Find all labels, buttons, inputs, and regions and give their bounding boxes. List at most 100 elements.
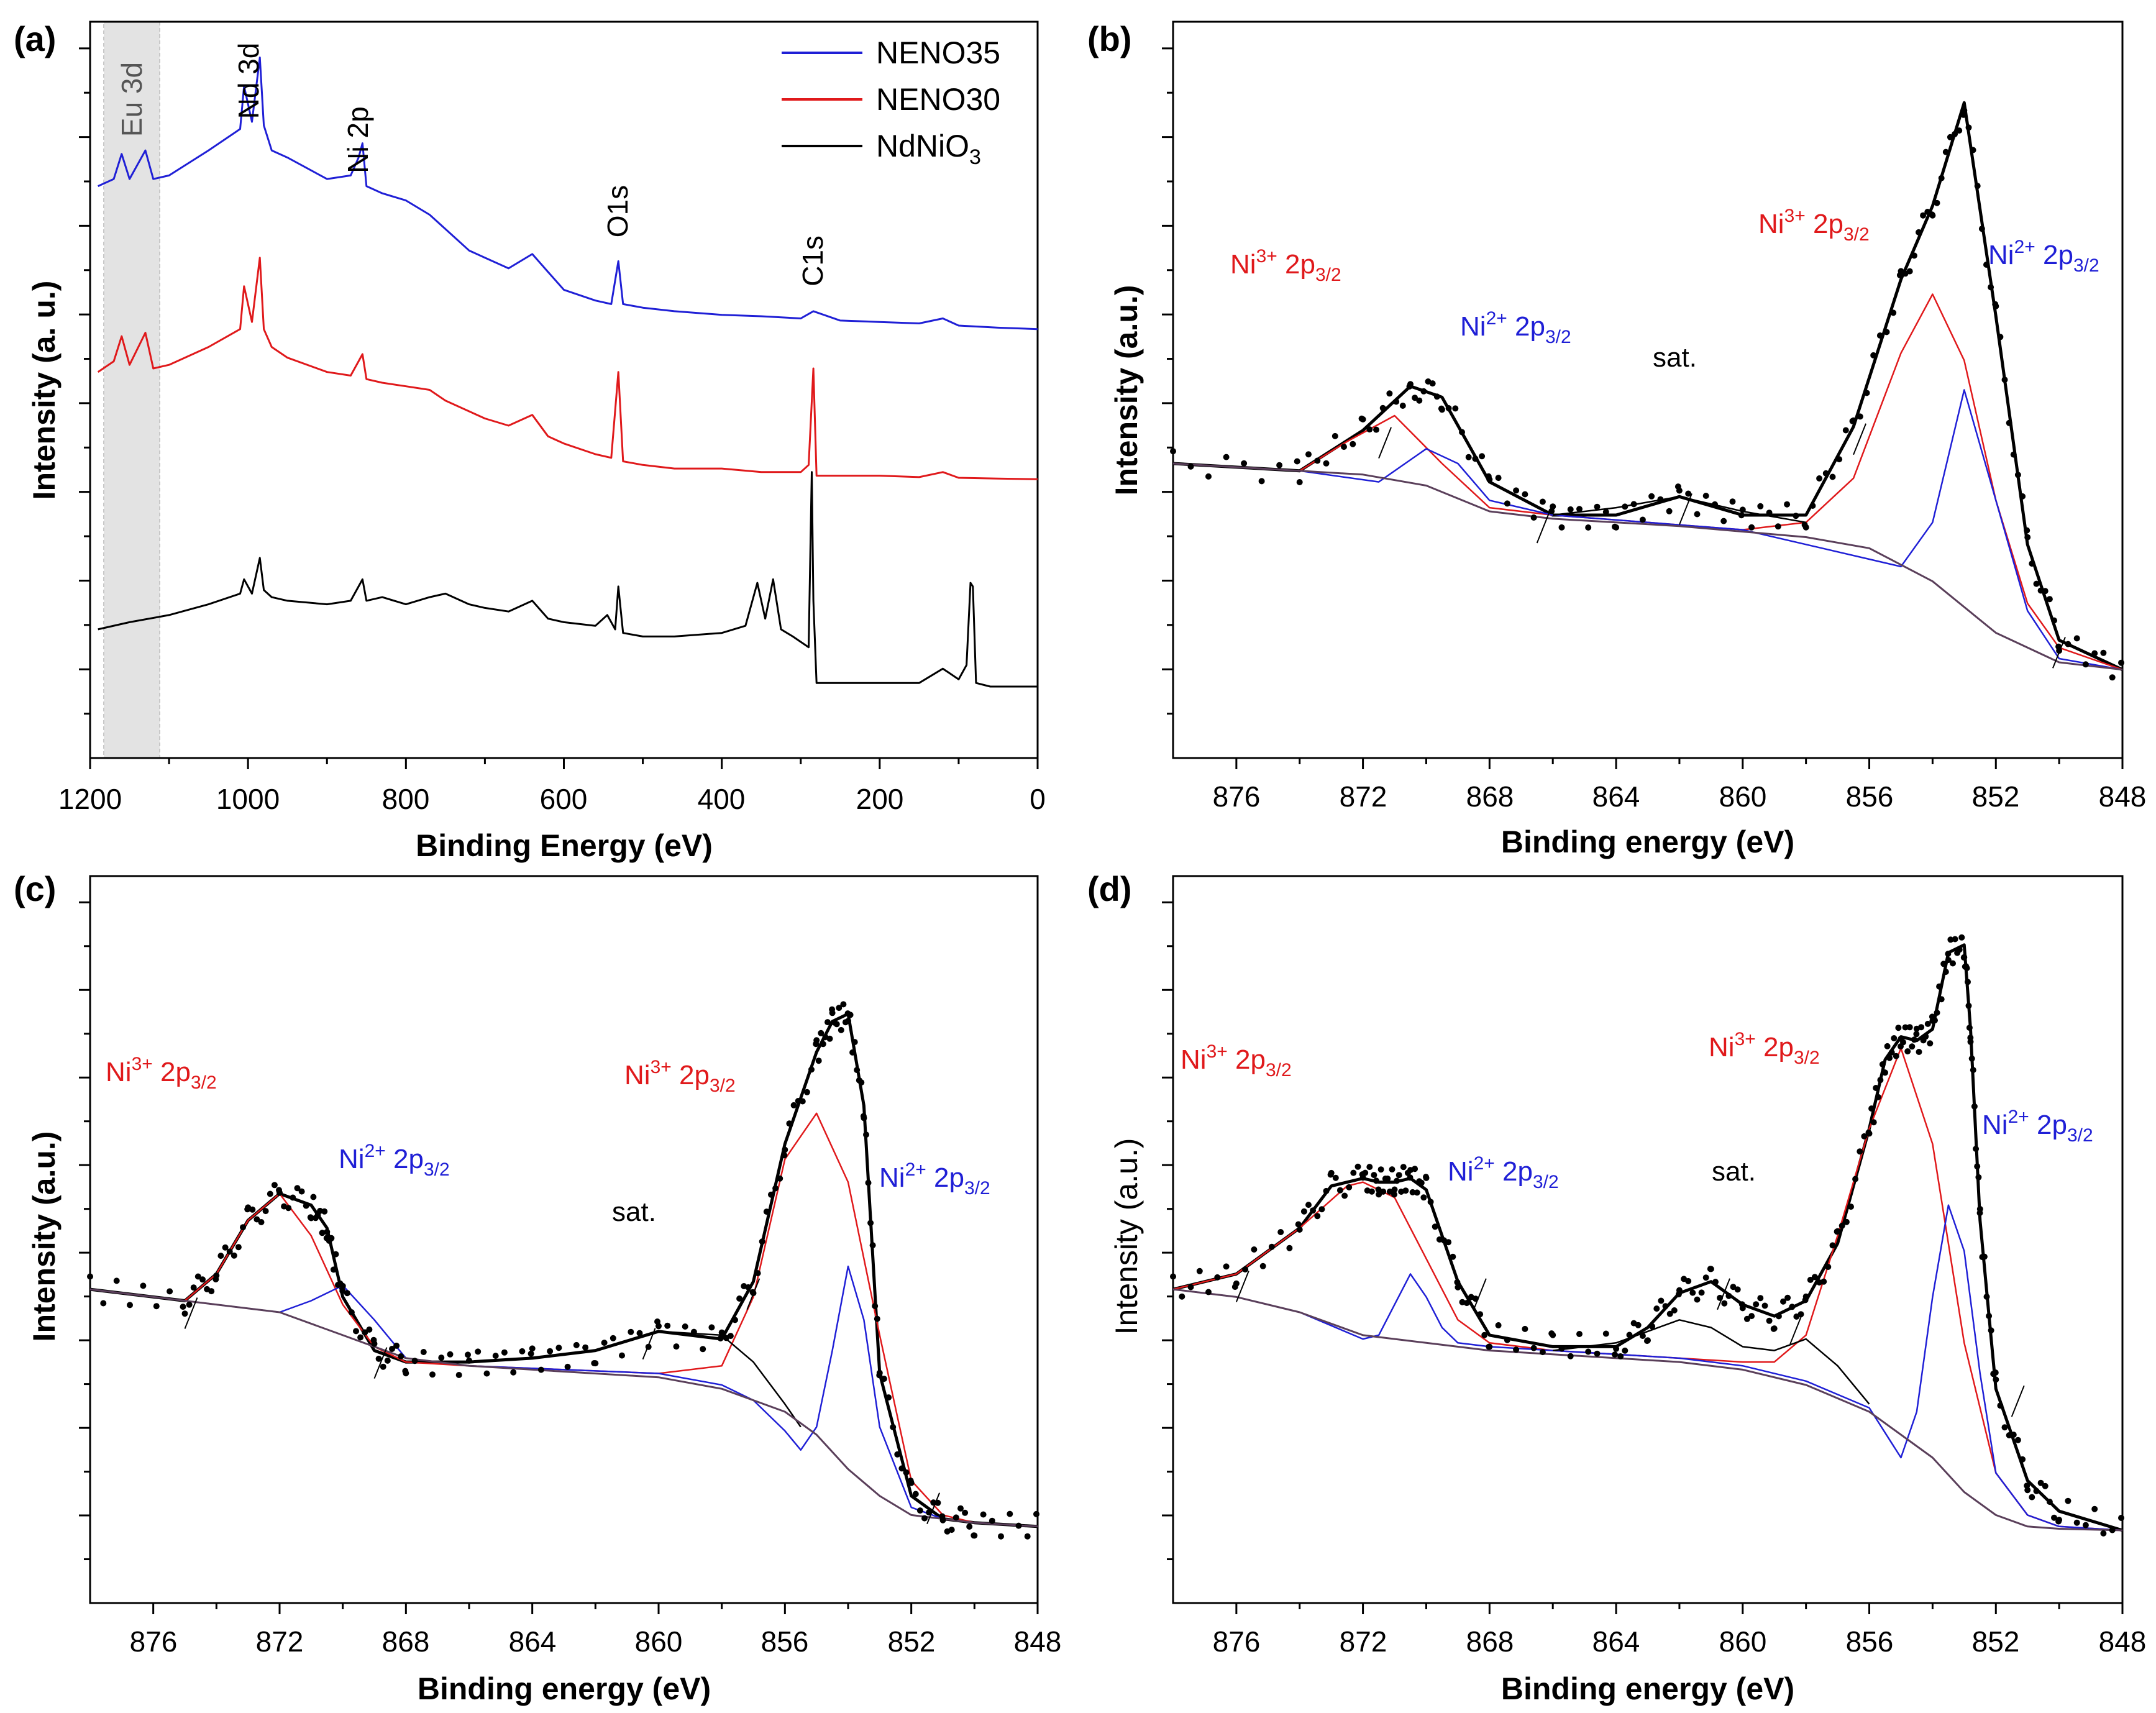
data-point (1809, 503, 1816, 509)
data-point (872, 1303, 879, 1309)
data-point (2046, 596, 2053, 603)
ni2-annotation-1: Ni2+ 2p3/2 (1448, 1153, 1559, 1192)
data-point (1522, 491, 1528, 498)
data-point (2109, 1527, 2116, 1533)
data-point (1942, 969, 1949, 975)
data-point (1988, 1327, 1994, 1334)
data-point (1868, 1105, 1875, 1112)
data-point (912, 1491, 919, 1497)
data-point (1900, 1039, 1906, 1046)
data-point (833, 1021, 840, 1028)
data-point (501, 1349, 508, 1356)
data-point (690, 1328, 697, 1335)
x-tick-label: 400 (698, 783, 746, 815)
data-point (1685, 490, 1692, 497)
data-point (838, 1026, 844, 1033)
data-point (1911, 252, 1917, 259)
data-point (2033, 1487, 2040, 1494)
data-point (1877, 1077, 1884, 1084)
data-point (1359, 416, 1366, 423)
data-point (1789, 1304, 1796, 1310)
data-point (700, 1346, 706, 1353)
data-point (1961, 954, 1968, 961)
series-group-b (1170, 101, 2124, 681)
data-point (1884, 1043, 1891, 1049)
data-point (619, 1352, 625, 1359)
data-point (1007, 1510, 1013, 1517)
data-point (1033, 1510, 1039, 1517)
data-point (1626, 1332, 1633, 1338)
data-point (1861, 1133, 1868, 1140)
data-point (403, 1370, 409, 1377)
data-point (1876, 332, 1883, 339)
data-point (966, 1523, 973, 1530)
data-point (2100, 649, 2107, 656)
data-point (1479, 453, 1486, 460)
series-ni2-2p3-2 (1172, 389, 2123, 671)
series-ni2-2p3-2 (1172, 1204, 2123, 1532)
x-tick-label: 856 (761, 1625, 809, 1658)
data-point (2100, 1530, 2107, 1537)
data-point (1967, 1038, 1974, 1045)
data-point (1929, 212, 1936, 219)
data-point (2010, 451, 2017, 458)
data-point (1242, 1266, 1249, 1272)
data-point (1829, 1242, 1836, 1249)
data-point (475, 1348, 482, 1355)
x-tick-label: 860 (1719, 1625, 1767, 1658)
data-point (1934, 1009, 1940, 1016)
x-tick-label: 864 (509, 1625, 557, 1658)
data-point (1407, 1174, 1414, 1181)
sat-annotation: sat. (612, 1197, 656, 1227)
axis-ticks-c (79, 901, 1039, 1614)
data-point (298, 1188, 305, 1195)
data-point (2019, 1456, 2026, 1463)
data-point (1530, 514, 1537, 521)
data-point (1916, 1049, 1922, 1055)
data-point (1766, 1317, 1773, 1324)
series-background (1172, 1288, 2123, 1532)
data-point (2042, 1482, 2049, 1489)
data-point (455, 1372, 462, 1378)
data-point (1414, 1189, 1420, 1196)
data-point (1807, 1276, 1814, 1283)
data-point (1259, 1263, 1266, 1269)
data-point (1911, 1036, 1917, 1043)
plot-frame-b (1172, 21, 2124, 759)
data-point (1725, 1292, 1732, 1299)
data-point (1377, 1166, 1384, 1173)
data-point (217, 1253, 224, 1259)
x-tick-label: 848 (2099, 780, 2147, 813)
data-point (1613, 524, 1620, 531)
data-point (1296, 1227, 1303, 1233)
data-point (708, 1324, 715, 1331)
panel-label-c: (c) (14, 869, 56, 908)
data-point (2019, 493, 2026, 500)
data-point (786, 1120, 793, 1127)
data-point (1893, 1053, 1899, 1059)
data-point (1890, 309, 1897, 316)
data-point (1350, 1169, 1357, 1176)
ni3-annotation-1: Ni3+ 2p3/2 (106, 1054, 217, 1093)
data-point (1477, 1311, 1484, 1318)
annotation-arrow (2052, 637, 2066, 669)
data-point (962, 1509, 969, 1516)
eu3d-shaded-region (103, 21, 160, 759)
data-point (1233, 1280, 1240, 1287)
panel-label-b: (b) (1087, 19, 1132, 58)
data-point (1653, 1305, 1660, 1312)
data-point (1947, 134, 1953, 140)
data-point (829, 1010, 836, 1016)
data-point (1170, 448, 1176, 455)
series-neno30 (97, 257, 1038, 480)
data-point (727, 1333, 734, 1340)
data-point (420, 1349, 427, 1355)
data-point (529, 1345, 536, 1352)
data-point (1739, 1305, 1746, 1312)
data-point (1504, 1336, 1510, 1343)
plot-frame-c (89, 875, 1039, 1604)
data-point (1978, 226, 1985, 232)
data-point (898, 1465, 905, 1472)
data-point (1187, 1284, 1194, 1290)
data-point (610, 1335, 616, 1341)
